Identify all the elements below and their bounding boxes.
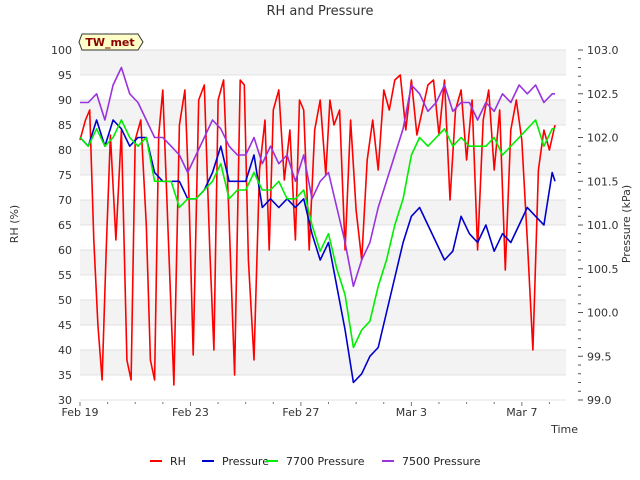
y-tick-label: 50 (58, 294, 72, 307)
series-line-7700-pressure (79, 119, 555, 349)
grid-band (80, 150, 566, 175)
y-tick-label: 40 (58, 344, 72, 357)
y-tick-label: 65 (58, 219, 72, 232)
grid-band (80, 350, 566, 375)
grid-band (80, 300, 566, 325)
series-line-pressure (79, 119, 556, 384)
legend: RH Pressure 7700 Pressure 7500 Pressure (150, 455, 481, 468)
chart-title: RH and Pressure (266, 4, 373, 19)
x-tick-label: Feb 19 (62, 406, 99, 419)
series-line-7500-pressure (80, 66, 555, 288)
x-axis-label: Time (550, 423, 578, 436)
series-line-rh (79, 74, 556, 386)
y-tick-label: 75 (58, 169, 72, 182)
y-tick-label: 35 (58, 369, 72, 382)
legend-item-label: RH (170, 455, 186, 468)
grid-band (80, 200, 566, 225)
y2-tick-label: 100.5 (587, 263, 619, 276)
x-tick-label: Mar 7 (506, 406, 537, 419)
legend-item-label: 7700 Pressure (286, 455, 365, 468)
x-axis: Feb 19 Feb 23 Feb 27 Mar 3 Mar 7 (62, 402, 550, 419)
y2-tick-label: 100.0 (587, 307, 619, 320)
y-tick-label: 70 (58, 194, 72, 207)
y-tick-label: 60 (58, 244, 72, 257)
y2-tick-label: 99.0 (587, 394, 612, 407)
y2-tick-label: 102.0 (587, 132, 619, 145)
legend-item-label: Pressure (222, 455, 269, 468)
y-axis-right: 99.0 99.5 100.0 100.5 101.0 101.5 102.0 102.5 10… (578, 44, 619, 407)
y-axis-label: RH (%) (8, 205, 21, 243)
y2-axis-label: Pressure (kPa) (620, 185, 633, 263)
y-tick-label: 95 (58, 69, 72, 82)
y-tick-label: 85 (58, 119, 72, 132)
grid-band (80, 50, 566, 75)
x-tick-label: Feb 23 (172, 406, 209, 419)
grid-lines (80, 49, 566, 401)
y-tick-label: 30 (58, 394, 72, 407)
y2-tick-label: 103.0 (587, 44, 619, 57)
y-axis-left: 30 35 40 45 50 55 60 65 70 75 80 85 90 95 100 (51, 44, 72, 407)
y-tick-label: 55 (58, 269, 72, 282)
x-tick-label: Feb 27 (282, 406, 319, 419)
y-tick-label: 100 (51, 44, 72, 57)
y-tick-label: 90 (58, 94, 72, 107)
y2-tick-label: 99.5 (587, 350, 612, 363)
grid-band (80, 100, 566, 125)
y-tick-label: 80 (58, 144, 72, 157)
series-lines (79, 66, 556, 386)
legend-item-label: 7500 Pressure (402, 455, 481, 468)
site-badge: TW_met (78, 33, 144, 51)
y2-tick-label: 101.0 (587, 219, 619, 232)
x-tick-label: Mar 3 (396, 406, 427, 419)
y-tick-label: 45 (58, 319, 72, 332)
y2-tick-label: 101.5 (587, 175, 619, 188)
y2-tick-label: 102.5 (587, 88, 619, 101)
site-badge-shape (78, 33, 144, 51)
site-badge-label: TW_met (85, 36, 134, 49)
